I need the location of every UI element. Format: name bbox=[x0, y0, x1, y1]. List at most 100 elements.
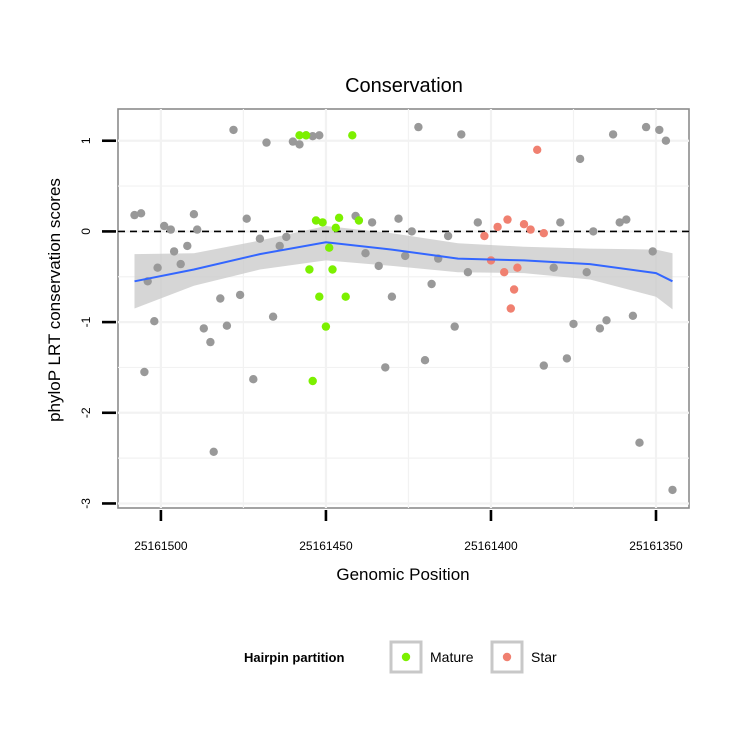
point-other bbox=[268, 312, 278, 321]
point-other bbox=[242, 214, 251, 223]
point-other bbox=[661, 136, 671, 145]
y-tick-label: -3 bbox=[79, 498, 93, 509]
point-other bbox=[153, 263, 162, 272]
point-star bbox=[506, 304, 515, 313]
point-other bbox=[457, 130, 466, 139]
point-other bbox=[608, 130, 618, 139]
point-mature bbox=[308, 376, 317, 386]
confidence-band-layer bbox=[134, 226, 673, 310]
point-other bbox=[622, 215, 631, 224]
point-other bbox=[288, 137, 298, 146]
point-other bbox=[407, 227, 416, 236]
point-other bbox=[140, 367, 149, 377]
point-other bbox=[176, 259, 185, 269]
smooth-line-layer bbox=[134, 241, 673, 283]
point-other bbox=[367, 218, 377, 227]
point-other bbox=[628, 311, 638, 320]
smooth-line bbox=[134, 241, 673, 283]
plot-panel bbox=[117, 108, 690, 509]
point-other bbox=[216, 294, 225, 303]
point-other bbox=[282, 232, 291, 242]
point-other bbox=[183, 241, 192, 251]
point-other bbox=[235, 290, 245, 300]
point-mature bbox=[328, 265, 337, 274]
point-other bbox=[668, 485, 677, 495]
point-other bbox=[308, 132, 317, 141]
points-layer bbox=[130, 122, 677, 495]
point-star bbox=[493, 222, 502, 232]
legend-label-mature: Mature bbox=[430, 649, 474, 665]
point-mature bbox=[318, 218, 327, 227]
point-other bbox=[295, 140, 304, 149]
point-other bbox=[387, 292, 397, 301]
point-mature bbox=[331, 223, 340, 232]
point-other bbox=[209, 447, 218, 456]
point-other bbox=[473, 218, 482, 227]
legend-title: Hairpin partition bbox=[244, 650, 344, 665]
y-axis-title: phyloP LRT conservation scores bbox=[45, 178, 64, 422]
point-other bbox=[381, 363, 390, 372]
axes: 25161500 25161450 25161400 25161350 1 0 -1 -2 -3 bbox=[79, 137, 683, 553]
point-other bbox=[160, 221, 169, 231]
point-other bbox=[635, 438, 644, 447]
point-mature bbox=[315, 292, 324, 301]
legend: Hairpin partition Mature Star bbox=[244, 640, 557, 674]
x-tick-label: 25161350 bbox=[629, 539, 683, 553]
point-mature bbox=[305, 265, 314, 274]
point-mature bbox=[334, 213, 344, 222]
legend-key-mature bbox=[389, 640, 423, 674]
point-other bbox=[169, 247, 179, 256]
x-axis-title: Genomic Position bbox=[336, 565, 469, 584]
point-star bbox=[513, 263, 522, 272]
legend-key-star-point bbox=[502, 652, 512, 662]
point-star bbox=[519, 220, 529, 229]
point-star bbox=[503, 215, 512, 224]
x-tick-label: 25161450 bbox=[299, 539, 353, 553]
point-other bbox=[648, 247, 657, 256]
point-other bbox=[222, 321, 232, 330]
point-other bbox=[427, 279, 436, 289]
point-mature bbox=[321, 322, 331, 331]
point-other bbox=[150, 317, 159, 326]
y-tick-label: 0 bbox=[79, 228, 93, 235]
point-mature bbox=[341, 292, 350, 301]
point-star bbox=[539, 229, 548, 238]
point-other bbox=[443, 231, 453, 241]
x-tick-label: 25161400 bbox=[464, 539, 518, 553]
point-other bbox=[394, 214, 403, 223]
point-other bbox=[602, 316, 611, 325]
point-other bbox=[556, 218, 565, 227]
point-mature bbox=[354, 216, 364, 225]
point-other bbox=[450, 322, 459, 331]
point-other bbox=[136, 209, 146, 218]
point-other bbox=[130, 210, 139, 220]
point-other bbox=[315, 131, 324, 140]
y-tick-label: -1 bbox=[79, 316, 93, 327]
point-other bbox=[575, 154, 585, 164]
point-other bbox=[615, 218, 624, 227]
point-other bbox=[569, 319, 578, 329]
y-tick-label: 1 bbox=[79, 137, 93, 144]
point-other bbox=[361, 249, 370, 258]
point-star bbox=[500, 268, 509, 277]
point-other bbox=[275, 241, 284, 251]
point-other bbox=[463, 268, 473, 277]
point-mature bbox=[301, 131, 311, 140]
point-other bbox=[641, 122, 651, 132]
point-other bbox=[249, 375, 258, 384]
point-mature bbox=[325, 243, 334, 252]
legend-key-mature-point bbox=[401, 652, 411, 662]
point-other bbox=[255, 234, 265, 243]
point-mature bbox=[295, 131, 304, 140]
legend-label-star: Star bbox=[531, 649, 557, 665]
y-tick-label: -2 bbox=[79, 407, 93, 418]
point-other bbox=[595, 324, 605, 333]
point-other bbox=[414, 122, 423, 132]
point-other bbox=[589, 227, 598, 236]
point-other bbox=[262, 138, 271, 147]
point-other bbox=[539, 361, 548, 370]
point-other bbox=[549, 263, 558, 272]
point-other bbox=[189, 210, 199, 219]
point-star bbox=[509, 285, 519, 294]
